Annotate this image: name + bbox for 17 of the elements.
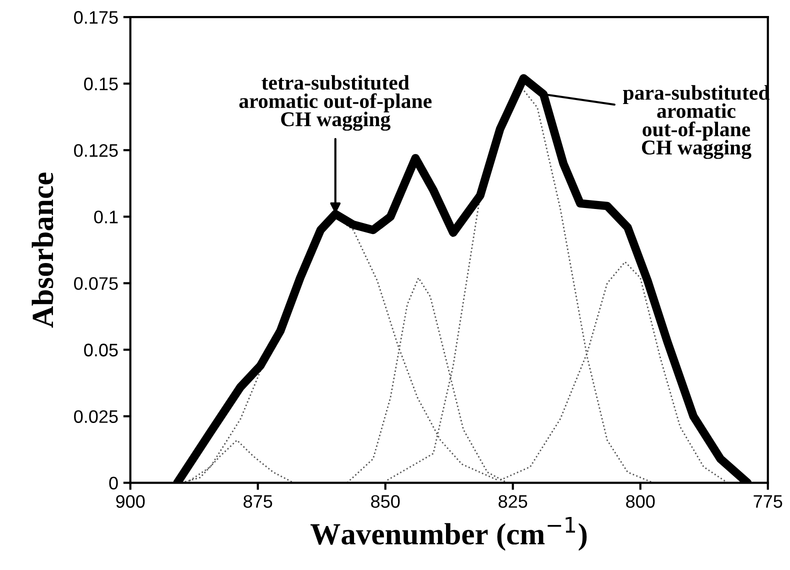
- x-axis-title: Wavenumber (cm$^{−1}$): [310, 516, 587, 551]
- y-tick-label: 0.125: [74, 144, 118, 157]
- x-tick-label: 825: [498, 495, 528, 508]
- y-tick-label: 0.15: [84, 78, 118, 90]
- y-tick-label: 0.175: [74, 11, 118, 24]
- x-tick-label: 800: [626, 495, 655, 508]
- x-tick-label: 775: [754, 495, 782, 508]
- annotation: tetra-substituted aromatic out-of-plane CH wagging: [239, 75, 432, 131]
- x-tick-label: 900: [116, 495, 145, 508]
- y-tick-label: 0: [109, 476, 118, 490]
- y-tick-label: 0.025: [74, 410, 118, 423]
- y-tick-label: 0.075: [74, 277, 118, 290]
- y-tick-label: 0.1: [94, 210, 118, 224]
- x-tick-label: 850: [371, 495, 400, 508]
- y-tick-label: 0.05: [84, 344, 118, 356]
- y-axis-title: Absorbance: [32, 172, 54, 328]
- x-tick-label: 875: [244, 495, 272, 508]
